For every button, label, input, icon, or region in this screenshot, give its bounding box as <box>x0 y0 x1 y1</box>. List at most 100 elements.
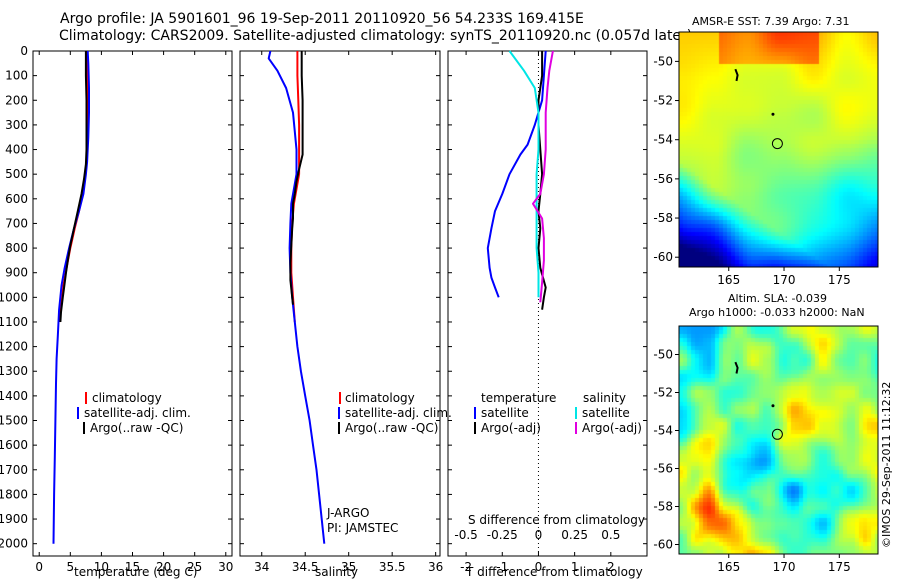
map-y-tick-label: -60 <box>653 250 673 264</box>
difference-legend: temperature satellite Argo(-adj) salinit… <box>474 391 642 435</box>
map-y-tick-label: -54 <box>653 424 673 438</box>
map-x-tick-label: 165 <box>717 273 740 287</box>
sla-map-title: Altim. SLA: -0.039 <box>728 292 827 305</box>
plot-title-line1: Argo profile: JA 5901601_96 19-Sep-2011 … <box>60 11 584 27</box>
depth-tick-label: 1300 <box>0 364 28 378</box>
s-tick-label: -0.25 <box>487 528 518 542</box>
series-line-temperature-satellite <box>486 50 547 298</box>
legend-s-satellite-label: satellite <box>582 406 630 420</box>
map-y-tick-label: -54 <box>653 133 673 147</box>
map-x-tick-label: 170 <box>773 560 796 574</box>
map-x-tick-label: 175 <box>828 273 851 287</box>
series-line-salinity-satellite <box>508 50 540 298</box>
s-difference-axis: -0.5 -0.25 0 0.25 0.5 <box>454 528 620 542</box>
sla-heatmap <box>679 326 878 554</box>
depth-tick-label: 100 <box>5 69 28 83</box>
legend-t-satellite-label: satellite <box>481 406 529 420</box>
x-tick-label: 1 <box>571 560 579 574</box>
s-tick-label: -0.5 <box>454 528 477 542</box>
series-line-salinity-argo <box>532 50 554 303</box>
x-tick-label: 30 <box>218 560 233 574</box>
depth-tick-label: 1900 <box>0 512 28 526</box>
difference-plot-frame <box>447 50 648 557</box>
x-tick-label: 0 <box>35 560 43 574</box>
depth-tick-label: 1200 <box>0 340 28 354</box>
legend-t-argo-label: Argo(-adj) <box>481 421 541 435</box>
depth-tick-label: 200 <box>5 93 28 107</box>
series-line-temperature-argo <box>537 51 547 310</box>
depth-tick-label: 1000 <box>0 290 28 304</box>
legend-climatology-label: climatology <box>345 391 415 405</box>
map-y-tick-label: -52 <box>653 386 673 400</box>
legend-salinity-heading: salinity <box>583 391 626 405</box>
depth-tick-label: 800 <box>5 241 28 255</box>
series-line-argo <box>289 51 304 305</box>
x-tick-label: 10 <box>94 560 109 574</box>
sla-map-subtitle: Argo h1000: -0.033 h2000: NaN <box>689 306 865 319</box>
legend-argo-label: Argo(..raw -QC) <box>90 421 183 435</box>
difference-panel: -2 -1 0 1 2 -0.5 -0.25 0 0.25 0.5 T difference f… <box>447 50 648 579</box>
jargo-annotation: J-ARGO <box>326 506 369 520</box>
map-y-tick-label: -50 <box>653 54 673 68</box>
series-line-satellite-adj-clim- <box>52 50 90 544</box>
temperature-legend: climatology satellite-adj. clim. Argo(..… <box>77 391 191 435</box>
t-difference-x-axis: -2 -1 0 1 2 <box>460 51 615 574</box>
depth-tick-label: 600 <box>5 192 28 206</box>
depth-axis: 0 100 200 300 400 500 600 700 800 900 1000 1100 1200… <box>0 44 647 551</box>
depth-tick-label: 700 <box>5 216 28 230</box>
pi-annotation: PI: JAMSTEC <box>327 521 398 535</box>
salinity-x-axis: 34 34.5 35 35.5 36 <box>254 51 443 574</box>
legend-satellite-label: satellite-adj. clim. <box>345 406 452 420</box>
t-difference-xlabel: T difference from climatology <box>465 565 643 579</box>
depth-tick-label: 1100 <box>0 315 28 329</box>
map-y-tick-label: -56 <box>653 462 673 476</box>
depth-tick-label: 400 <box>5 143 28 157</box>
depth-tick-label: 500 <box>5 167 28 181</box>
series-line-argo <box>59 51 88 323</box>
legend-temperature-heading: temperature <box>481 391 556 405</box>
x-tick-label: 5 <box>66 560 74 574</box>
temperature-x-axis: 0 5 10 15 20 25 30 <box>35 51 233 574</box>
legend-satellite-label: satellite-adj. clim. <box>84 406 191 420</box>
salinity-panel: 34 34.5 35 35.5 36 salinity climatology sate… <box>239 50 452 579</box>
map-y-tick-label: -50 <box>653 348 673 362</box>
s-tick-label: 0 <box>535 528 543 542</box>
imos-credit: ©IMOS 29-Sep-2011 11:12:32 <box>880 382 893 548</box>
x-tick-label: 34 <box>254 560 269 574</box>
x-tick-label: -2 <box>460 560 472 574</box>
s-tick-label: 0.25 <box>561 528 588 542</box>
s-difference-label: S difference from climatology <box>468 513 645 527</box>
difference-series <box>486 50 554 310</box>
depth-tick-label: 0 <box>20 44 28 58</box>
temperature-xlabel: temperature (deg C) <box>74 565 197 579</box>
salinity-xlabel: salinity <box>315 565 358 579</box>
x-tick-label: 34.5 <box>292 560 319 574</box>
map-x-tick-label: 165 <box>717 560 740 574</box>
legend-argo-label: Argo(..raw -QC) <box>345 421 438 435</box>
x-tick-label: 35.5 <box>379 560 406 574</box>
depth-tick-label: 1500 <box>0 414 28 428</box>
plot-title-line2: Climatology: CARS2009. Satellite-adjuste… <box>59 28 693 44</box>
temperature-series <box>52 50 90 544</box>
map-x-tick-label: 175 <box>828 560 851 574</box>
x-tick-label: -1 <box>496 560 508 574</box>
map-y-tick-label: -60 <box>653 538 673 552</box>
sst-map-title: AMSR-E SST: 7.39 Argo: 7.31 <box>692 15 850 28</box>
x-tick-label: 35 <box>341 560 356 574</box>
x-tick-label: 20 <box>156 560 171 574</box>
x-tick-label: 36 <box>428 560 443 574</box>
depth-tick-label: 1600 <box>0 438 28 452</box>
map-x-tick-label: 170 <box>773 273 796 287</box>
map-y-tick-label: -58 <box>653 500 673 514</box>
temperature-panel: 0100200300400500600700800900100011001200… <box>0 44 647 579</box>
legend-climatology-label: climatology <box>92 391 162 405</box>
map-y-tick-label: -58 <box>653 211 673 225</box>
x-tick-label: 0 <box>535 560 543 574</box>
x-tick-label: 15 <box>125 560 140 574</box>
legend-s-argo-label: Argo(-adj) <box>582 421 642 435</box>
map-y-tick-label: -56 <box>653 172 673 186</box>
x-tick-label: 2 <box>607 560 615 574</box>
depth-tick-label: 1700 <box>0 463 28 477</box>
salinity-series <box>267 50 326 544</box>
